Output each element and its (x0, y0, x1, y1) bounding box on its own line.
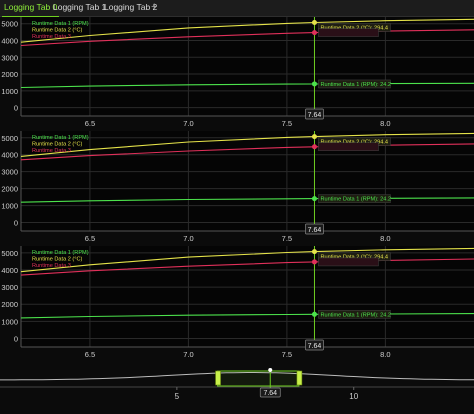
plot-area[interactable] (21, 131, 474, 231)
y-tick-label: 5000 (1, 20, 18, 29)
chart-2[interactable]: 5000 4000 3000 2000 1000 0 6.5 7.0 7.5 8.0 Runtime… (0, 131, 474, 244)
plot-area[interactable] (21, 17, 474, 116)
y-tick-label: 1000 (1, 87, 18, 96)
chart-3[interactable]: 5000 4000 3000 2000 1000 0 6.5 7.0 7.5 8.0 Runtime… (0, 246, 474, 360)
x-tick-label: 7.0 (183, 234, 193, 243)
cursor-readout-box (318, 142, 379, 152)
y-tick-label: 3000 (1, 53, 18, 62)
x-tick-label: 6.5 (85, 350, 95, 359)
chart-panel-1[interactable]: 5000 4000 3000 2000 1000 0 6.5 7.0 7.5 8.0 Runtime… (0, 17, 474, 129)
cursor-x-label: 7.64 (308, 227, 322, 234)
cursor-readout-box (318, 257, 379, 267)
x-tick-label: 6.5 (85, 234, 95, 243)
x-tick-label: 8.0 (380, 119, 390, 128)
legend-entry: Runtime Data 3 (32, 263, 71, 269)
cursor-readout-box (318, 310, 391, 319)
chart-panel-2[interactable]: 5000 4000 3000 2000 1000 0 6.5 7.0 7.5 8.0 Runtime… (0, 131, 474, 244)
overview-scrubber[interactable]: 5 10 7.64 (0, 364, 474, 409)
y-tick-label: 2000 (1, 70, 18, 79)
cursor-marker-temp (311, 20, 317, 26)
x-tick-label: 7.0 (183, 350, 193, 359)
cursor-marker-rpm (311, 81, 317, 87)
x-tick-label: 7.5 (282, 350, 292, 359)
y-tick-label: 4000 (1, 266, 18, 275)
cursor-marker-red (311, 30, 317, 36)
cursor-x-label: 7.64 (308, 112, 322, 119)
legend-entry: Runtime Data 2 (°C) (32, 257, 83, 263)
overview-trace (0, 372, 474, 381)
cursor-marker-temp (311, 249, 317, 255)
y-tick-label: 4000 (1, 36, 18, 45)
chart-panel-3[interactable]: 5000 4000 3000 2000 1000 0 6.5 7.0 7.5 8.0 Runtime… (0, 246, 474, 360)
overview-panel[interactable]: 5 10 7.64 (0, 364, 474, 409)
overview-tick-label: 10 (349, 392, 358, 401)
overview-window[interactable] (217, 370, 300, 387)
cursor-marker-rpm (311, 311, 317, 317)
tab-logging-0[interactable]: Logging Tab 0 (1, 2, 60, 18)
y-tick-label: 0 (14, 219, 18, 228)
x-tick-label: 8.0 (380, 234, 390, 243)
cursor-readout: Runtime Data 1 (RPM): 24.2 (320, 197, 391, 203)
cursor-x-box[interactable] (305, 339, 324, 351)
y-tick-label: 4000 (1, 151, 18, 160)
cursor-marker-rpm (311, 196, 317, 202)
add-tab-icon[interactable]: + (151, 1, 158, 13)
series-line-temp[interactable] (20, 18, 474, 43)
legend-entry: Runtime Data 3 (32, 148, 71, 154)
y-tick-label: 0 (14, 334, 18, 343)
overview-window-left-handle[interactable] (215, 370, 221, 386)
cursor-x-label: 7.64 (308, 343, 322, 350)
legend-entry: Runtime Data 2 (°C) (32, 28, 83, 34)
legend-entry: Runtime Data 1 (RPM) (32, 21, 89, 27)
tab-logging-1[interactable]: Logging Tab 1 (53, 2, 107, 12)
cursor-marker-temp (311, 134, 317, 140)
tab-bar: Logging Tab 0 Logging Tab 1 Logging Tab … (0, 0, 474, 18)
y-tick-label: 3000 (1, 168, 18, 177)
cursor-readout: Runtime Data 2 (°C): 294.4 (320, 255, 388, 261)
series-line-temp[interactable] (20, 132, 474, 157)
cursor-marker-red (311, 144, 317, 150)
cursor-readout-box (318, 194, 391, 203)
y-tick-label: 5000 (1, 249, 18, 258)
chart-1[interactable]: 5000 4000 3000 2000 1000 0 6.5 7.0 7.5 8.0 Runtime… (0, 17, 474, 129)
overview-window-right-handle[interactable] (296, 370, 303, 386)
tab-logging-2[interactable]: Logging Tab 2 (104, 2, 158, 12)
overview-tick-label: 5 (175, 392, 180, 401)
overview-cursor-box[interactable] (259, 387, 281, 398)
x-tick-label: 8.0 (380, 350, 390, 359)
x-tick-label: 7.0 (183, 119, 193, 128)
cursor-x-box[interactable] (305, 223, 324, 235)
y-tick-label: 5000 (1, 134, 18, 143)
x-tick-label: 7.5 (282, 119, 292, 128)
y-tick-label: 0 (14, 104, 18, 113)
cursor-marker-red (311, 259, 317, 265)
cursor-readout-box (318, 79, 391, 89)
legend-entry: Runtime Data 1 (RPM) (32, 135, 89, 141)
x-tick-label: 6.5 (85, 119, 95, 128)
y-tick-label: 1000 (1, 202, 18, 211)
plot-area[interactable] (21, 246, 474, 347)
cursor-readout-box (318, 28, 379, 37)
y-tick-label: 3000 (1, 283, 18, 292)
x-tick-label: 7.5 (282, 234, 292, 243)
cursor-readout: Runtime Data 1 (RPM): 24.2 (320, 312, 391, 318)
cursor-x-box[interactable] (305, 108, 324, 120)
legend-entry: Runtime Data 3 (32, 34, 71, 40)
overview-cursor-marker (268, 368, 273, 372)
series-line-temp[interactable] (20, 247, 474, 273)
y-tick-label: 2000 (1, 300, 18, 309)
legend-entry: Runtime Data 2 (°C) (32, 142, 83, 148)
overview-cursor-label: 7.64 (263, 390, 277, 397)
legend-entry: Runtime Data 1 (RPM) (32, 250, 89, 256)
y-tick-label: 2000 (1, 185, 18, 194)
y-tick-label: 1000 (1, 317, 18, 326)
cursor-readout: Runtime Data 1 (RPM): 24.2 (320, 82, 391, 88)
